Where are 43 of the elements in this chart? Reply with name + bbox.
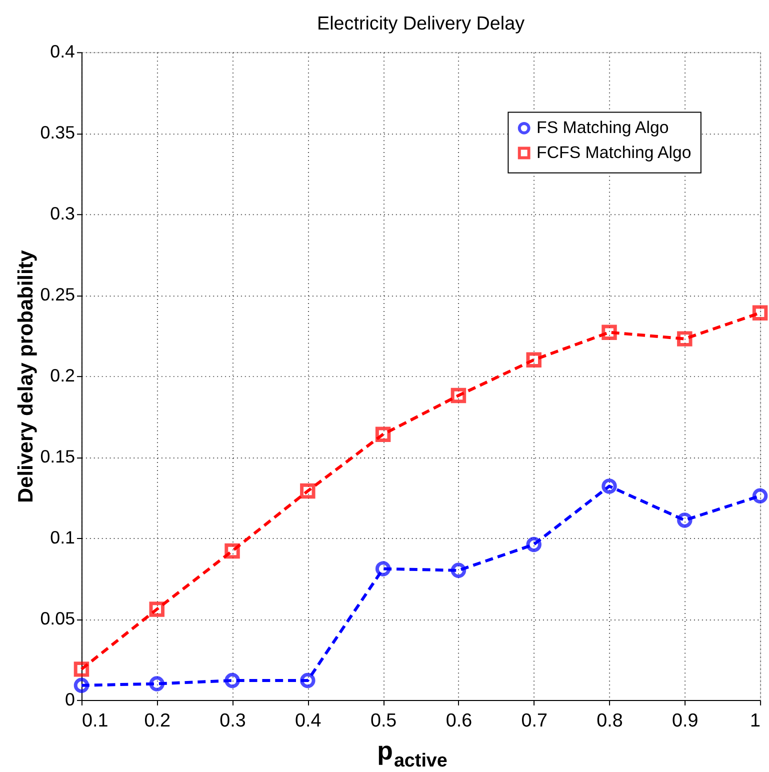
x-tick-label: 0.3	[220, 709, 246, 730]
point	[149, 676, 164, 692]
point	[224, 543, 240, 559]
legend-label: FS Matching Algo	[536, 118, 669, 138]
point	[526, 352, 542, 368]
point	[677, 512, 692, 528]
x-tick-label: 0.7	[521, 709, 548, 730]
y-tick-label: 0.4	[50, 42, 76, 62]
point	[300, 483, 316, 499]
point	[149, 602, 164, 617]
point	[74, 662, 90, 677]
y-tick-label: 0.1	[50, 527, 76, 548]
point	[752, 305, 768, 321]
point	[752, 488, 768, 504]
legend-label: FCFS Matching Algo	[536, 142, 692, 162]
point	[526, 536, 542, 552]
x-tick-label: 0.4	[295, 709, 322, 730]
point	[450, 562, 466, 578]
y-tick-label: 0.3	[50, 204, 76, 224]
x-tick-label: 0.6	[446, 709, 472, 730]
y-tick-label: 0.25	[40, 284, 76, 305]
chart-title: Electricity Delivery Delay	[317, 12, 526, 34]
x-tick-label: 0.8	[596, 709, 623, 730]
y-tick-label: 0	[65, 689, 76, 710]
y-tick-label: 0.05	[40, 608, 76, 628]
y-tick-label: 0.35	[40, 122, 76, 143]
x-tick-label: 0.2	[144, 709, 170, 730]
point	[677, 331, 692, 346]
x-tick-label: 0.9	[672, 709, 698, 730]
point	[602, 324, 617, 340]
point	[450, 388, 466, 404]
x-tick-label: 1	[750, 709, 761, 730]
y-tick-label: 0.2	[50, 366, 76, 386]
point	[602, 478, 617, 494]
point	[375, 561, 391, 576]
point	[300, 672, 316, 688]
x-tick-label: 0.1	[82, 709, 108, 730]
y-axis-title: Delivery delay probability	[14, 250, 38, 503]
x-tick-label: 0.5	[370, 709, 397, 730]
y-tick-label: 0.15	[40, 446, 76, 467]
point	[74, 678, 90, 693]
point	[224, 672, 240, 688]
point	[375, 426, 391, 442]
